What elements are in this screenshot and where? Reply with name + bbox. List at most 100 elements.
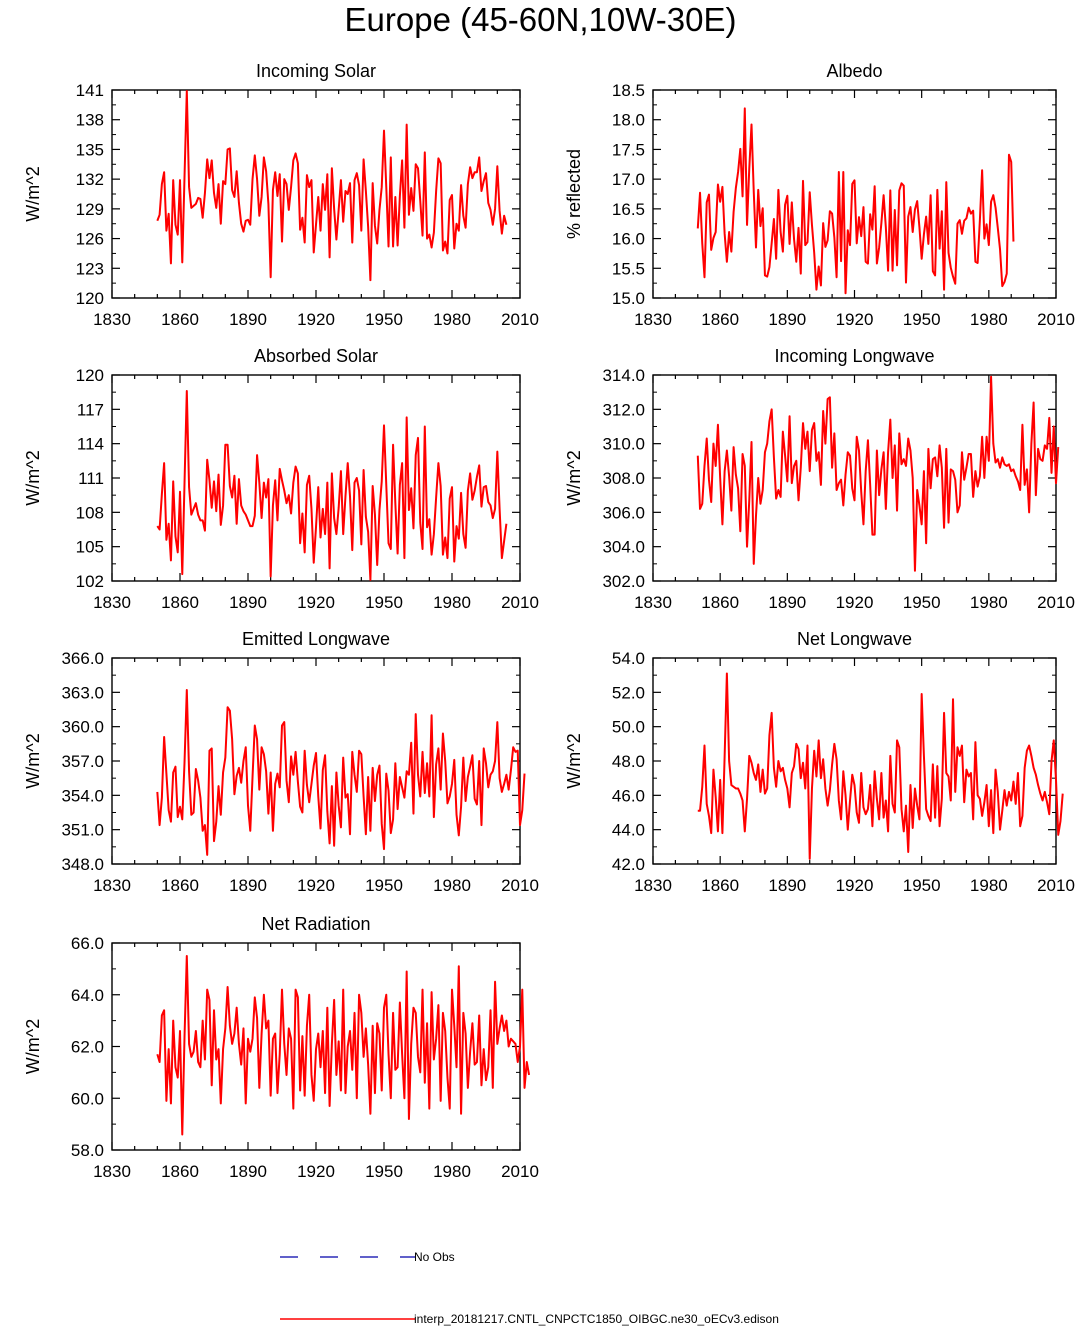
x-tick-label: 1860 xyxy=(161,310,199,329)
panel-title: Net Radiation xyxy=(261,914,370,934)
x-tick-label: 1980 xyxy=(433,876,471,895)
y-tick-label: 123 xyxy=(76,259,104,278)
y-axis-label: W/m^2 xyxy=(23,1019,43,1074)
x-tick-label: 1890 xyxy=(229,310,267,329)
y-tick-label: 17.5 xyxy=(612,140,645,159)
x-tick-label: 1830 xyxy=(93,1162,131,1181)
y-tick-label: 120 xyxy=(76,289,104,308)
x-tick-label: 1830 xyxy=(93,876,131,895)
x-tick-label: 1830 xyxy=(93,593,131,612)
x-tick-label: 1950 xyxy=(365,593,403,612)
y-tick-label: 117 xyxy=(77,400,104,419)
x-tick-label: 2010 xyxy=(501,876,539,895)
x-tick-label: 1980 xyxy=(970,310,1008,329)
panel-incoming-solar: 1830 1860 1890 1920 1950 1980 2010 120 123 126 129… xyxy=(23,61,539,329)
x-tick-label: 2010 xyxy=(501,1162,539,1181)
y-axis-label: W/m^2 xyxy=(564,450,584,505)
x-tick-label: 1830 xyxy=(634,310,672,329)
y-tick-label: 15.5 xyxy=(612,259,645,278)
series-line xyxy=(696,107,1015,295)
y-tick-label: 48.0 xyxy=(612,752,645,771)
x-tick-label: 1920 xyxy=(297,593,335,612)
x-tick-label: 1860 xyxy=(161,1162,199,1181)
y-tick-label: 42.0 xyxy=(612,855,645,874)
y-tick-label: 16.0 xyxy=(612,230,645,249)
x-tick-label: 2010 xyxy=(501,593,539,612)
y-axis-label: W/m^2 xyxy=(564,733,584,788)
x-tick-label: 1950 xyxy=(903,593,941,612)
x-tick-label: 1890 xyxy=(229,876,267,895)
y-tick-label: 351.0 xyxy=(61,821,104,840)
panel-absorbed-solar: 1830 1860 1890 1920 1950 1980 2010 102 105 108 111… xyxy=(23,346,539,612)
x-tick-label: 1890 xyxy=(768,593,806,612)
x-tick-label: 2010 xyxy=(1037,310,1075,329)
y-axis-label: W/m^2 xyxy=(23,166,43,221)
x-tick-label: 1860 xyxy=(161,593,199,612)
x-tick-label: 2010 xyxy=(501,310,539,329)
x-tick-label: 1830 xyxy=(634,876,672,895)
panel-title: Absorbed Solar xyxy=(254,346,378,366)
panel-net-longwave: 1830 1860 1890 1920 1950 1980 2010 42.0 44.0 46.0… xyxy=(564,629,1075,895)
y-tick-label: 363.0 xyxy=(61,683,104,702)
y-tick-label: 308.0 xyxy=(602,469,645,488)
y-tick-label: 114 xyxy=(77,435,104,454)
series-line xyxy=(156,689,526,856)
y-tick-label: 138 xyxy=(76,111,104,130)
legend-model-line xyxy=(280,1318,415,1320)
y-tick-label: 314.0 xyxy=(602,366,645,385)
panel-title: Incoming Solar xyxy=(256,61,376,81)
panel-title: Emitted Longwave xyxy=(242,629,390,649)
x-tick-label: 1950 xyxy=(365,310,403,329)
panel-title: Net Longwave xyxy=(797,629,912,649)
series-line xyxy=(156,390,508,581)
panel-title: Albedo xyxy=(826,61,882,81)
legend-model-label: interp_20181217.CNTL_CNPCTC1850_OIBGC.ne… xyxy=(414,1312,779,1326)
y-tick-label: 62.0 xyxy=(71,1038,104,1057)
panel-net-radiation: 1830 1860 1890 1920 1950 1980 2010 58.0 60.0 62.0… xyxy=(23,914,539,1181)
plot-frame xyxy=(652,657,1057,865)
panel-albedo: 1830 1860 1890 1920 1950 1980 2010 15.0 15.5 16.0… xyxy=(564,61,1075,329)
x-tick-label: 1950 xyxy=(903,876,941,895)
y-tick-label: 17.0 xyxy=(612,170,645,189)
figure-title: Europe (45-60N,10W-30E) xyxy=(344,1,737,38)
x-tick-label: 1980 xyxy=(433,1162,471,1181)
x-tick-label: 1920 xyxy=(836,310,874,329)
y-axis-label: % reflected xyxy=(564,149,584,239)
y-tick-label: 66.0 xyxy=(71,934,104,953)
y-tick-label: 306.0 xyxy=(602,503,645,522)
x-tick-label: 1830 xyxy=(93,310,131,329)
x-tick-label: 1860 xyxy=(701,876,739,895)
y-tick-label: 18.0 xyxy=(612,111,645,130)
y-tick-label: 58.0 xyxy=(71,1141,104,1160)
x-tick-label: 1950 xyxy=(903,310,941,329)
y-tick-label: 129 xyxy=(76,200,104,219)
panel-incoming-longwave: 1830 1860 1890 1920 1950 1980 2010 302.0 304.0 30… xyxy=(564,346,1075,612)
panel-title: Incoming Longwave xyxy=(774,346,934,366)
x-tick-label: 2010 xyxy=(1037,876,1075,895)
y-tick-label: 360.0 xyxy=(61,718,104,737)
y-tick-label: 312.0 xyxy=(602,400,645,419)
y-tick-label: 132 xyxy=(76,170,104,189)
plot-frame xyxy=(111,374,521,582)
y-tick-label: 310.0 xyxy=(602,435,645,454)
y-tick-label: 18.5 xyxy=(612,81,645,100)
panel-emitted-longwave: 1830 1860 1890 1920 1950 1980 2010 348.0 351.0 35… xyxy=(23,629,539,895)
series-line xyxy=(156,954,531,1136)
x-tick-label: 1920 xyxy=(836,876,874,895)
y-tick-label: 16.5 xyxy=(612,200,645,219)
x-tick-label: 1980 xyxy=(433,593,471,612)
x-tick-label: 1920 xyxy=(297,1162,335,1181)
legend-obs-label: No Obs xyxy=(414,1250,455,1264)
series-line xyxy=(697,672,1064,860)
y-axis-label: W/m^2 xyxy=(23,450,43,505)
x-tick-label: 1890 xyxy=(768,310,806,329)
x-tick-label: 1920 xyxy=(297,310,335,329)
y-tick-label: 44.0 xyxy=(612,821,645,840)
x-tick-label: 1980 xyxy=(970,876,1008,895)
y-tick-label: 46.0 xyxy=(612,786,645,805)
x-tick-label: 1860 xyxy=(701,593,739,612)
x-tick-label: 1890 xyxy=(229,1162,267,1181)
y-tick-label: 348.0 xyxy=(61,855,104,874)
y-tick-label: 111 xyxy=(78,469,104,488)
